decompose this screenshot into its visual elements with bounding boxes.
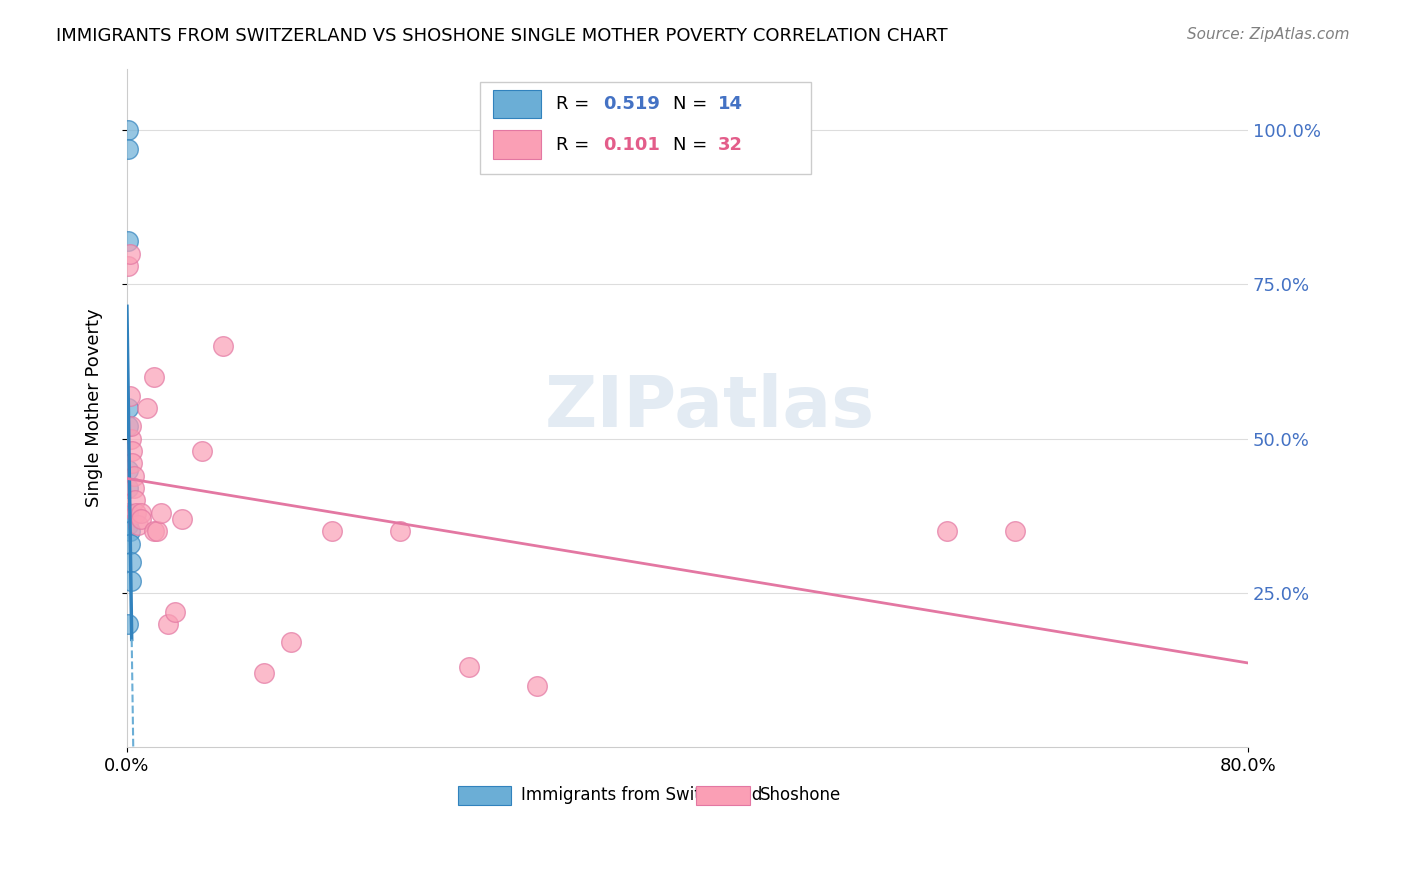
Point bbox=[143, 370, 166, 384]
Point bbox=[117, 419, 139, 434]
Point bbox=[122, 468, 145, 483]
Point bbox=[120, 555, 142, 569]
Point bbox=[122, 481, 145, 495]
Point bbox=[120, 574, 142, 588]
Point bbox=[1004, 524, 1026, 539]
FancyBboxPatch shape bbox=[494, 130, 540, 159]
Point bbox=[117, 506, 139, 520]
Point bbox=[211, 339, 233, 353]
Text: 14: 14 bbox=[717, 95, 742, 112]
Point bbox=[117, 518, 139, 533]
Y-axis label: Single Mother Poverty: Single Mother Poverty bbox=[86, 309, 103, 508]
Point bbox=[120, 432, 142, 446]
Point bbox=[117, 235, 139, 249]
Point bbox=[136, 401, 159, 415]
Point bbox=[117, 481, 139, 495]
Text: R =: R = bbox=[557, 136, 589, 153]
Point bbox=[118, 536, 141, 550]
Point bbox=[118, 246, 141, 260]
Text: 32: 32 bbox=[717, 136, 742, 153]
Text: IMMIGRANTS FROM SWITZERLAND VS SHOSHONE SINGLE MOTHER POVERTY CORRELATION CHART: IMMIGRANTS FROM SWITZERLAND VS SHOSHONE … bbox=[56, 27, 948, 45]
Point bbox=[389, 524, 412, 539]
FancyBboxPatch shape bbox=[696, 786, 751, 805]
Point bbox=[143, 524, 166, 539]
Point bbox=[146, 524, 169, 539]
Text: 0.519: 0.519 bbox=[603, 95, 661, 112]
Point bbox=[526, 679, 548, 693]
Point bbox=[121, 457, 143, 471]
Point bbox=[117, 123, 139, 137]
Point bbox=[117, 616, 139, 631]
Point bbox=[129, 506, 152, 520]
Point bbox=[121, 444, 143, 458]
Text: 0.101: 0.101 bbox=[603, 136, 661, 153]
FancyBboxPatch shape bbox=[479, 82, 811, 174]
FancyBboxPatch shape bbox=[457, 786, 512, 805]
Point bbox=[117, 401, 139, 415]
Point bbox=[125, 506, 148, 520]
Point bbox=[124, 493, 146, 508]
Point bbox=[117, 462, 139, 476]
Point bbox=[118, 524, 141, 539]
FancyBboxPatch shape bbox=[494, 89, 540, 118]
Point bbox=[127, 518, 149, 533]
Point bbox=[117, 259, 139, 273]
Point bbox=[120, 419, 142, 434]
Text: N =: N = bbox=[673, 95, 707, 112]
Point bbox=[163, 605, 186, 619]
Point bbox=[457, 660, 479, 674]
Point bbox=[321, 524, 343, 539]
Point bbox=[191, 444, 214, 458]
Text: Source: ZipAtlas.com: Source: ZipAtlas.com bbox=[1187, 27, 1350, 42]
Text: R =: R = bbox=[557, 95, 589, 112]
Point bbox=[280, 635, 302, 649]
Point bbox=[117, 142, 139, 156]
Text: Immigrants from Switzerland: Immigrants from Switzerland bbox=[522, 787, 763, 805]
Point bbox=[170, 512, 193, 526]
Text: N =: N = bbox=[673, 136, 707, 153]
Point bbox=[118, 388, 141, 402]
Text: Shoshone: Shoshone bbox=[761, 787, 841, 805]
Point bbox=[252, 666, 274, 681]
Point bbox=[936, 524, 959, 539]
Text: ZIPatlas: ZIPatlas bbox=[544, 374, 875, 442]
Point bbox=[156, 616, 179, 631]
Point bbox=[129, 512, 152, 526]
Point bbox=[150, 506, 173, 520]
